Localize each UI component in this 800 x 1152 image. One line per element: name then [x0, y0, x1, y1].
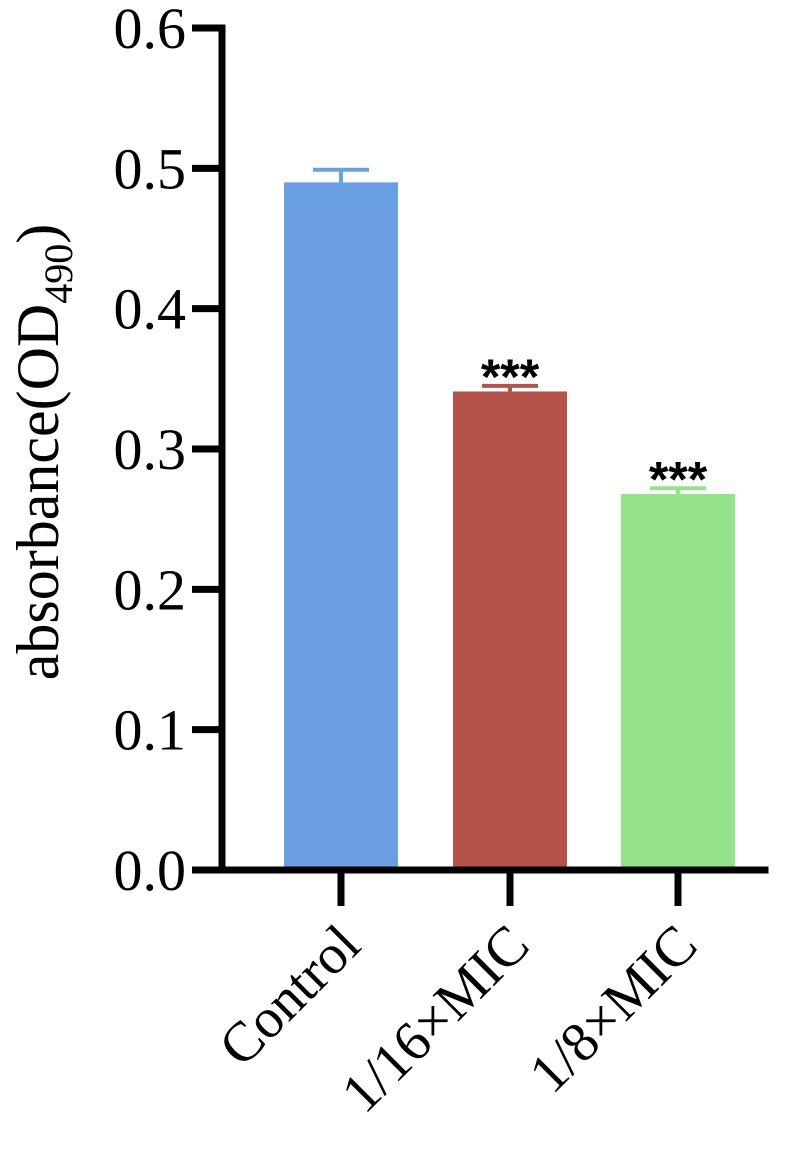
error-bars-layer — [313, 167, 706, 494]
y-tick-label: 0.1 — [114, 698, 187, 763]
x-category-label: 1/8×MIC — [518, 913, 710, 1105]
bars-layer — [284, 182, 735, 870]
significance-label: *** — [649, 451, 708, 507]
y-tick-label: 0.4 — [114, 277, 187, 342]
y-tick-label: 0.6 — [114, 0, 187, 61]
y-tick-label: 0.0 — [114, 838, 187, 903]
x-category-label: Control — [207, 913, 372, 1078]
y-tick-label: 0.3 — [114, 417, 187, 482]
y-axis-title-subscript: 490 — [36, 244, 81, 304]
y-tick-label: 0.2 — [114, 557, 187, 622]
bar — [621, 493, 735, 870]
y-axis-title-close: ) — [5, 224, 71, 244]
bar — [453, 391, 567, 870]
bar — [284, 182, 398, 870]
significance-label: *** — [481, 349, 540, 405]
y-ticks-layer: 0.0 0.1 0.2 0.3 0.4 0.5 0.6 — [114, 0, 222, 903]
significance-layer: *** *** — [481, 349, 708, 507]
y-axis-title-main: absorbance(OD — [5, 304, 71, 681]
y-axis-title: absorbance(OD490) — [5, 224, 81, 680]
x-category-label: 1/16×MIC — [330, 913, 541, 1124]
y-tick-label: 0.5 — [114, 136, 187, 201]
